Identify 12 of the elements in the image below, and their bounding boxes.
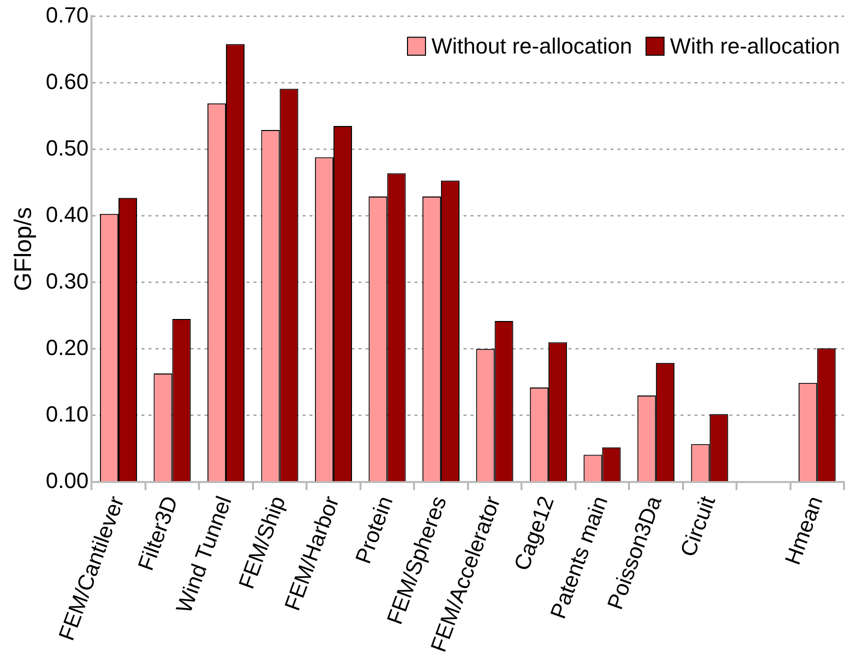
y-tick-label: 0.60 [46, 68, 89, 94]
y-tick-label: 0.20 [46, 335, 89, 360]
y-tick-label: 0.50 [46, 135, 89, 160]
y-axis-title: GFlop/s [10, 207, 38, 292]
legend-label: With re-allocation [670, 33, 840, 58]
y-tick-label: 0.70 [46, 2, 89, 28]
y-tick-label: 0.40 [46, 202, 89, 227]
x-tick-label: Circuit [675, 492, 720, 560]
y-tick-label: 0.10 [46, 402, 89, 427]
legend-label: Without re-allocation [432, 33, 632, 58]
y-tick-label: 0.30 [46, 268, 89, 294]
y-tick-label: 0.00 [46, 468, 89, 494]
